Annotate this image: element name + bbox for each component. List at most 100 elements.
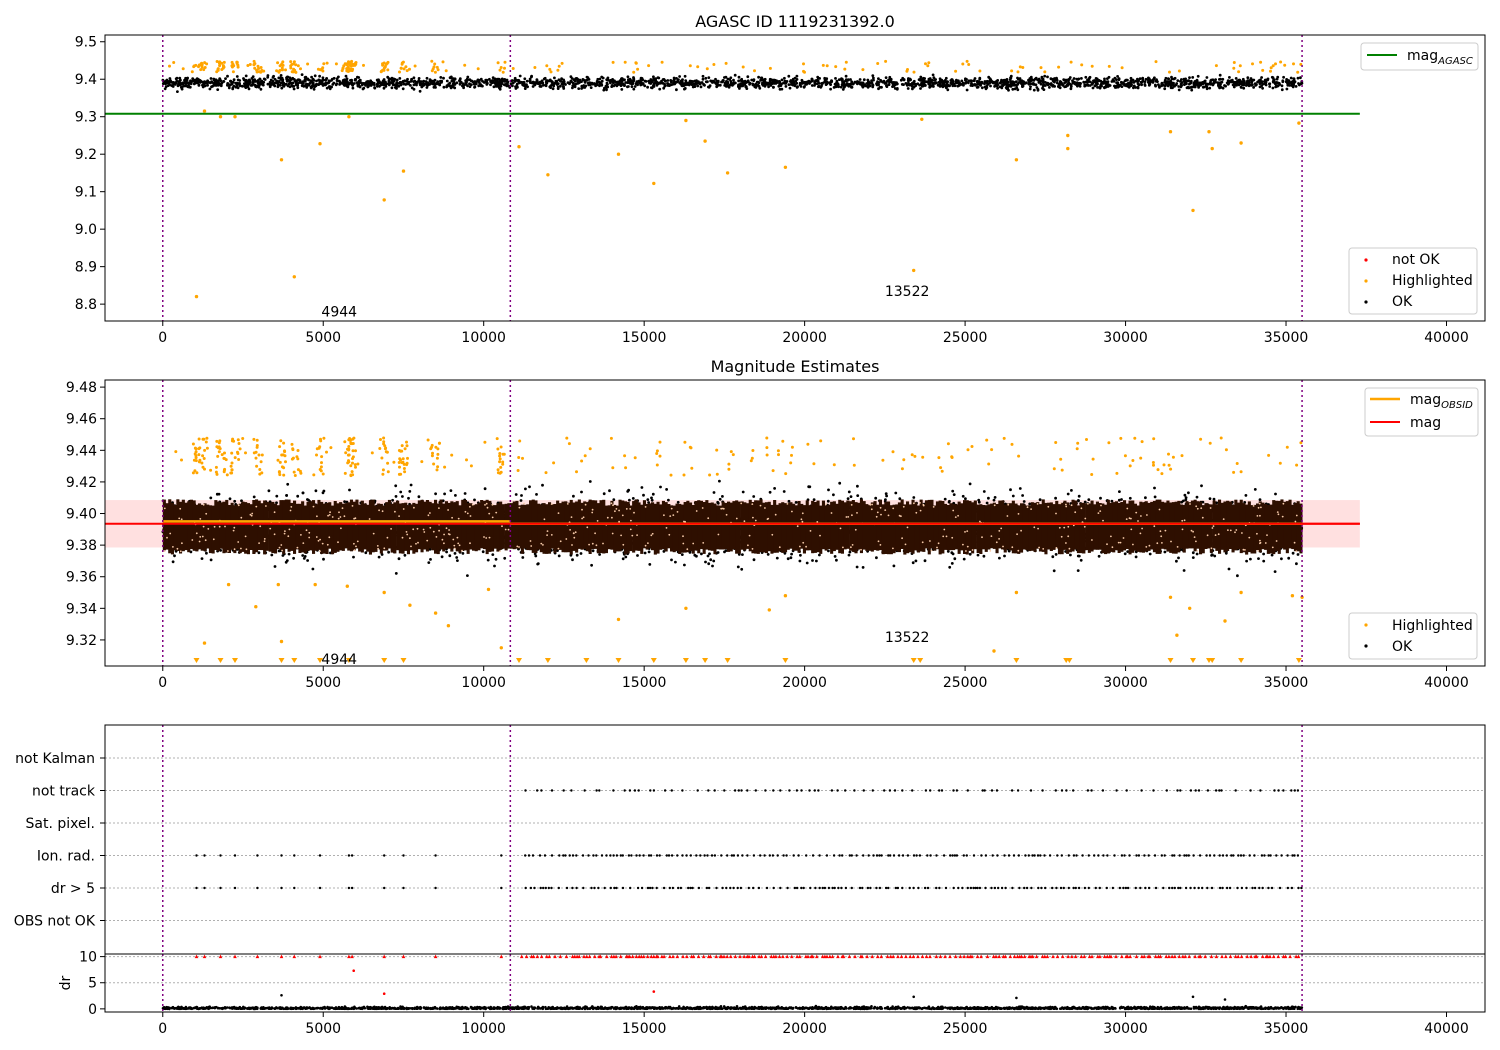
ok-point xyxy=(1224,84,1227,88)
ok-point xyxy=(555,83,559,86)
ok-point xyxy=(514,87,518,90)
ok-point xyxy=(1132,84,1136,88)
ok-point xyxy=(1228,76,1231,79)
highlighted-point xyxy=(259,70,263,74)
ok-point xyxy=(777,80,781,83)
ok-point xyxy=(879,78,882,82)
ok-point xyxy=(911,83,914,87)
ok-point xyxy=(1096,86,1099,89)
ok-point xyxy=(768,490,772,494)
ok-point xyxy=(458,82,462,86)
ok-point xyxy=(1130,83,1133,86)
ok-point xyxy=(1013,87,1017,91)
x-tick-label: 5000 xyxy=(305,330,341,346)
highlighted-point xyxy=(200,63,204,67)
ok-point xyxy=(964,497,967,501)
ok-point xyxy=(440,79,444,83)
ok-point xyxy=(590,81,594,85)
ok-point xyxy=(473,498,476,502)
ok-point xyxy=(1184,496,1188,499)
highlighted-point xyxy=(199,68,203,72)
ok-point xyxy=(399,490,403,494)
ok-point xyxy=(179,78,182,82)
ok-point xyxy=(1245,559,1248,563)
ok-point xyxy=(837,78,841,81)
ok-point xyxy=(834,77,837,80)
ok-point xyxy=(268,85,272,89)
ok-point xyxy=(745,87,749,90)
highlighted-point xyxy=(197,63,201,67)
ok-point xyxy=(434,492,437,496)
ok-point xyxy=(569,80,573,83)
highlighted-point xyxy=(1259,60,1263,64)
ok-point xyxy=(359,81,363,85)
ok-point xyxy=(454,494,457,497)
ok-point xyxy=(286,84,290,88)
ok-point xyxy=(680,80,684,83)
ok-point xyxy=(504,79,507,83)
ok-point xyxy=(773,81,777,84)
ok-point xyxy=(801,80,804,83)
ok-point xyxy=(1103,85,1106,89)
ok-point xyxy=(224,77,227,80)
ok-point xyxy=(787,83,791,86)
ok-point xyxy=(397,557,401,561)
ok-point xyxy=(1185,86,1189,90)
highlighted-point xyxy=(753,69,756,73)
ok-point xyxy=(571,558,574,562)
ok-point xyxy=(405,79,409,83)
highlighted-point xyxy=(279,158,284,162)
highlighted-point xyxy=(306,62,310,66)
ok-point xyxy=(621,557,625,561)
ok-point xyxy=(1249,77,1253,80)
ok-point xyxy=(327,79,331,83)
ok-point xyxy=(733,73,737,77)
ok-point xyxy=(1040,79,1043,83)
ok-point xyxy=(746,79,750,83)
ok-point xyxy=(210,80,214,83)
ok-point xyxy=(837,85,840,89)
ok-point xyxy=(268,82,271,86)
highlighted-point xyxy=(299,67,302,71)
ok-point xyxy=(1120,85,1124,88)
ok-point xyxy=(832,493,835,497)
highlighted-point xyxy=(408,67,411,71)
highlighted-point xyxy=(725,171,730,175)
ok-point xyxy=(273,565,277,568)
ok-point xyxy=(723,76,726,79)
ok-point xyxy=(987,496,990,500)
ok-point xyxy=(504,83,507,87)
ok-point xyxy=(235,84,239,87)
ok-point xyxy=(1246,80,1250,84)
ok-point xyxy=(373,83,376,87)
highlighted-point xyxy=(218,64,222,68)
ok-point xyxy=(573,85,576,88)
ok-point xyxy=(904,82,908,85)
ok-point xyxy=(718,479,721,483)
ok-point xyxy=(453,83,457,86)
ok-point xyxy=(1272,80,1275,84)
highlighted-point xyxy=(1269,66,1273,70)
ok-point xyxy=(402,82,405,86)
ok-point xyxy=(209,558,213,562)
ok-point xyxy=(305,77,309,81)
ok-point xyxy=(1268,82,1272,86)
ok-point xyxy=(491,76,495,80)
ok-point xyxy=(391,498,394,502)
ok-point xyxy=(551,87,555,91)
ok-point xyxy=(287,552,291,556)
ok-point xyxy=(890,80,893,84)
ok-point xyxy=(533,83,537,87)
ok-point xyxy=(746,75,750,79)
ok-point xyxy=(300,73,304,76)
ok-point xyxy=(530,74,533,78)
ok-point xyxy=(322,557,325,561)
ok-point xyxy=(550,80,554,83)
ok-point xyxy=(1153,495,1157,499)
ok-point xyxy=(373,86,376,89)
ok-point xyxy=(442,76,445,80)
ok-point xyxy=(1073,82,1077,86)
ok-point xyxy=(1171,86,1174,90)
ok-point xyxy=(741,84,745,88)
ok-point xyxy=(666,82,669,85)
